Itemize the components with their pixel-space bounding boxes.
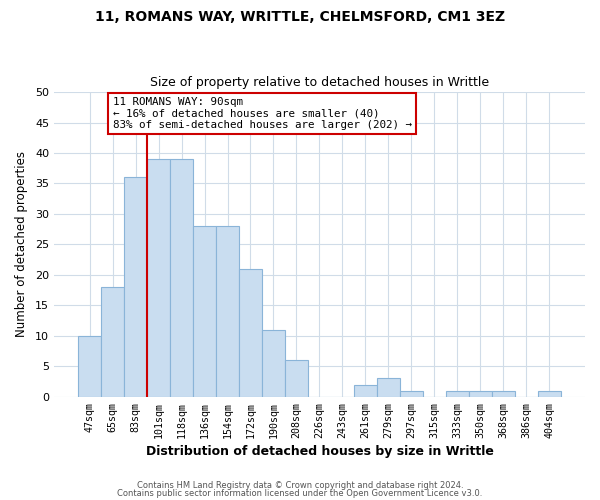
Bar [78, 336, 101, 396]
Bar [124, 178, 147, 396]
Bar [262, 330, 285, 396]
Bar [446, 390, 469, 396]
Text: Contains public sector information licensed under the Open Government Licence v3: Contains public sector information licen… [118, 488, 482, 498]
Y-axis label: Number of detached properties: Number of detached properties [15, 152, 28, 338]
Bar [354, 384, 377, 396]
Bar [239, 268, 262, 396]
Bar [170, 159, 193, 396]
Text: Contains HM Land Registry data © Crown copyright and database right 2024.: Contains HM Land Registry data © Crown c… [137, 481, 463, 490]
Bar [469, 390, 492, 396]
Text: 11, ROMANS WAY, WRITTLE, CHELMSFORD, CM1 3EZ: 11, ROMANS WAY, WRITTLE, CHELMSFORD, CM1… [95, 10, 505, 24]
Bar [492, 390, 515, 396]
Bar [147, 159, 170, 396]
Bar [216, 226, 239, 396]
Bar [193, 226, 216, 396]
Bar [538, 390, 561, 396]
Bar [101, 287, 124, 397]
Bar [400, 390, 423, 396]
Bar [285, 360, 308, 397]
X-axis label: Distribution of detached houses by size in Writtle: Distribution of detached houses by size … [146, 444, 493, 458]
Title: Size of property relative to detached houses in Writtle: Size of property relative to detached ho… [150, 76, 489, 90]
Bar [377, 378, 400, 396]
Text: 11 ROMANS WAY: 90sqm
← 16% of detached houses are smaller (40)
83% of semi-detac: 11 ROMANS WAY: 90sqm ← 16% of detached h… [113, 97, 412, 130]
